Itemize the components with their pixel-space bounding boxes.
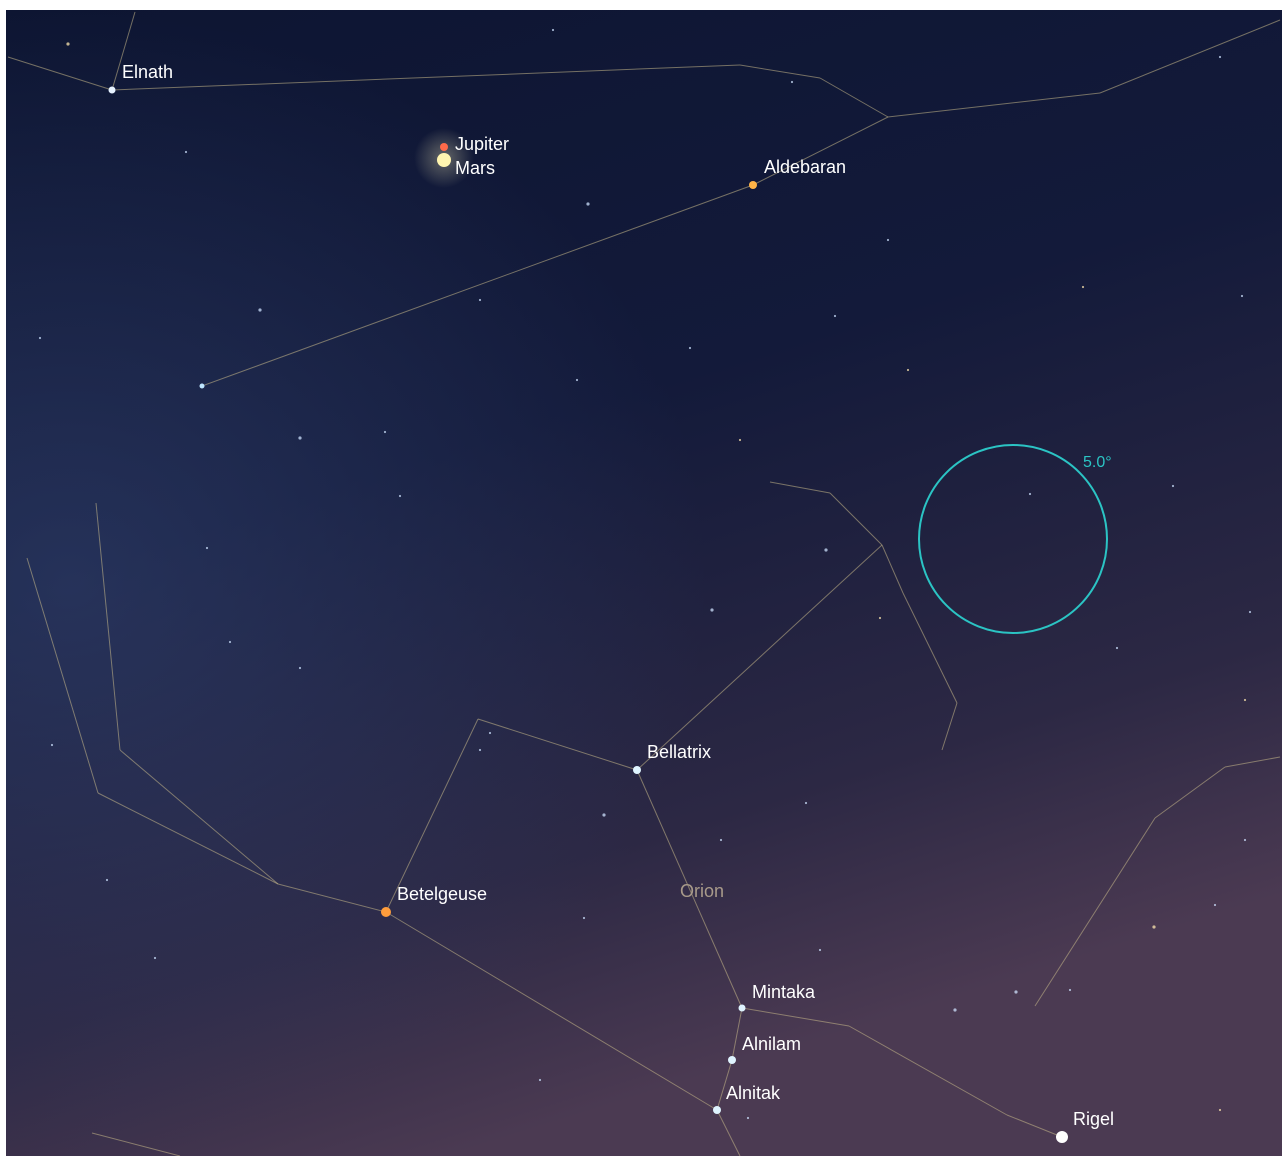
star	[738, 1004, 746, 1012]
planet-jupiter	[440, 143, 448, 151]
star	[713, 1106, 721, 1114]
faint-star	[575, 378, 579, 382]
faint-star	[833, 314, 837, 318]
faint-star	[298, 436, 302, 440]
faint-star	[602, 813, 606, 817]
faint-star	[953, 1008, 957, 1012]
faint-star	[478, 748, 482, 752]
faint-star	[824, 548, 828, 552]
faint-star	[804, 801, 808, 805]
star	[199, 383, 205, 389]
faint-star	[586, 202, 590, 206]
faint-star	[1240, 294, 1244, 298]
star-label: Betelgeuse	[397, 884, 487, 904]
star-label: Alnilam	[742, 1034, 801, 1054]
faint-star	[1068, 988, 1072, 992]
faint-star	[38, 336, 42, 340]
star	[749, 181, 757, 189]
star-label: Rigel	[1073, 1109, 1114, 1129]
star-label: Alnitak	[726, 1083, 781, 1103]
faint-star	[1243, 698, 1247, 702]
faint-star	[1218, 55, 1222, 59]
faint-star	[582, 916, 586, 920]
star-label: Bellatrix	[647, 742, 711, 762]
faint-star	[1243, 838, 1247, 842]
faint-star	[383, 430, 387, 434]
fov-circle	[918, 444, 1108, 634]
planet-label: Jupiter	[455, 134, 509, 154]
faint-star	[1014, 990, 1018, 994]
faint-star	[538, 1078, 542, 1082]
faint-star	[710, 608, 714, 612]
faint-star	[1081, 285, 1085, 289]
faint-star	[153, 956, 157, 960]
faint-star	[228, 640, 232, 644]
faint-star	[878, 616, 882, 620]
planet-mars	[437, 153, 451, 167]
faint-star	[818, 948, 822, 952]
constellation-label: Orion	[680, 881, 724, 901]
star-label: Aldebaran	[764, 157, 846, 177]
star-label: Mintaka	[752, 982, 816, 1002]
faint-star	[1213, 903, 1217, 907]
faint-star	[1152, 925, 1156, 929]
faint-star	[790, 80, 794, 84]
fov-label: 5.0°	[1083, 454, 1112, 471]
milky-way-haze	[6, 10, 1282, 1156]
faint-star	[258, 308, 262, 312]
faint-star	[1248, 610, 1252, 614]
faint-star	[1171, 484, 1175, 488]
faint-star	[688, 346, 692, 350]
faint-star	[906, 368, 910, 372]
star	[633, 766, 641, 774]
faint-star	[738, 438, 742, 442]
faint-star	[488, 731, 492, 735]
faint-star	[1218, 1108, 1222, 1112]
star	[1056, 1131, 1068, 1143]
faint-star	[478, 298, 482, 302]
faint-star	[1115, 646, 1119, 650]
faint-star	[719, 838, 723, 842]
star	[381, 907, 391, 917]
faint-star	[105, 878, 109, 882]
faint-star	[66, 42, 70, 46]
star	[728, 1056, 736, 1064]
faint-star	[205, 546, 209, 550]
faint-stars	[38, 28, 1252, 1120]
faint-star	[551, 28, 555, 32]
star-label: Elnath	[122, 62, 173, 82]
faint-star	[50, 743, 54, 747]
faint-star	[398, 494, 402, 498]
constellation-lines	[7, 11, 1281, 1156]
faint-star	[184, 150, 188, 154]
faint-star	[746, 1116, 750, 1120]
planet-label: Mars	[455, 158, 495, 178]
star	[108, 86, 116, 94]
faint-star	[1028, 492, 1032, 496]
faint-star	[298, 666, 302, 670]
faint-star	[886, 238, 890, 242]
